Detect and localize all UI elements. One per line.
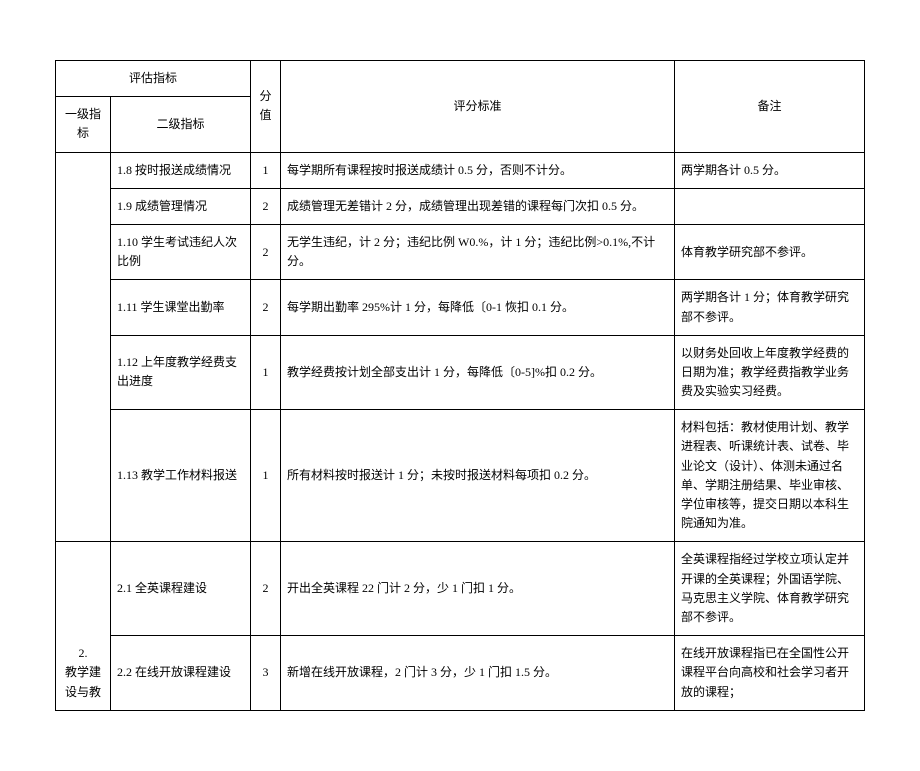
- cell-l2: 1.8 按时报送成绩情况: [111, 152, 251, 188]
- table-row: 2.2 在线开放课程建设 3 新增在线开放课程，2 门计 3 分，少 1 门扣 …: [56, 636, 865, 711]
- cell-score: 1: [251, 152, 281, 188]
- cell-criteria: 教学经费按计划全部支出计 1 分，每降低〔0-5]%扣 0.2 分。: [281, 335, 675, 410]
- cell-l2: 2.1 全英课程建设: [111, 542, 251, 636]
- cell-l1: [56, 152, 111, 542]
- table-body: 1.8 按时报送成绩情况 1 每学期所有课程按时报送成绩计 0.5 分，否则不计…: [56, 152, 865, 710]
- table-row: 1.10 学生考试违纪人次比例 2 无学生违纪，计 2 分；违纪比例 W0.%，…: [56, 224, 865, 279]
- table-row: 2. 教学建设与教 2.1 全英课程建设 2 开出全英课程 22 门计 2 分，…: [56, 542, 865, 636]
- header-score: 分值: [251, 61, 281, 153]
- cell-criteria: 每学期出勤率 295%计 1 分，每降低〔0-1 恢扣 0.1 分。: [281, 280, 675, 335]
- cell-criteria: 成绩管理无差错计 2 分，成绩管理出现差错的课程每门次扣 0.5 分。: [281, 188, 675, 224]
- cell-l2: 1.11 学生课堂出勤率: [111, 280, 251, 335]
- header-level1: 一级指标: [56, 97, 111, 152]
- cell-score: 2: [251, 542, 281, 636]
- cell-score: 1: [251, 410, 281, 542]
- cell-criteria: 每学期所有课程按时报送成绩计 0.5 分，否则不计分。: [281, 152, 675, 188]
- cell-remark: 两学期各计 0.5 分。: [675, 152, 865, 188]
- cell-criteria: 新增在线开放课程，2 门计 3 分，少 1 门扣 1.5 分。: [281, 636, 675, 711]
- cell-l2: 2.2 在线开放课程建设: [111, 636, 251, 711]
- cell-remark: [675, 188, 865, 224]
- cell-criteria: 开出全英课程 22 门计 2 分，少 1 门扣 1 分。: [281, 542, 675, 636]
- cell-remark: 两学期各计 1 分；体育教学研究部不参评。: [675, 280, 865, 335]
- cell-remark: 在线开放课程指已在全国性公开课程平台向高校和社会学习者开放的课程；: [675, 636, 865, 711]
- cell-score: 2: [251, 280, 281, 335]
- cell-criteria: 无学生违纪，计 2 分；违纪比例 W0.%，计 1 分；违纪比例>0.1%,不计…: [281, 224, 675, 279]
- cell-l2: 1.13 教学工作材料报送: [111, 410, 251, 542]
- table-row: 1.8 按时报送成绩情况 1 每学期所有课程按时报送成绩计 0.5 分，否则不计…: [56, 152, 865, 188]
- cell-remark: 以财务处回收上年度教学经费的日期为准；教学经费指教学业务费及实验实习经费。: [675, 335, 865, 410]
- header-metric: 评估指标: [56, 61, 251, 97]
- table-row: 1.13 教学工作材料报送 1 所有材料按时报送计 1 分；未按时报送材料每项扣…: [56, 410, 865, 542]
- table-header: 评估指标 分值 评分标准 备注 一级指标 二级指标: [56, 61, 865, 153]
- cell-l2: 1.9 成绩管理情况: [111, 188, 251, 224]
- evaluation-table: 评估指标 分值 评分标准 备注 一级指标 二级指标 1.8 按时报送成绩情况 1…: [55, 60, 865, 711]
- cell-score: 2: [251, 188, 281, 224]
- cell-remark: 全英课程指经过学校立项认定并开课的全英课程；外国语学院、马克思主义学院、体育教学…: [675, 542, 865, 636]
- table-row: 1.12 上年度教学经费支出进度 1 教学经费按计划全部支出计 1 分，每降低〔…: [56, 335, 865, 410]
- cell-l2: 1.10 学生考试违纪人次比例: [111, 224, 251, 279]
- header-level2: 二级指标: [111, 97, 251, 152]
- cell-remark: 体育教学研究部不参评。: [675, 224, 865, 279]
- table-row: 1.11 学生课堂出勤率 2 每学期出勤率 295%计 1 分，每降低〔0-1 …: [56, 280, 865, 335]
- header-remark: 备注: [675, 61, 865, 153]
- table-row: 1.9 成绩管理情况 2 成绩管理无差错计 2 分，成绩管理出现差错的课程每门次…: [56, 188, 865, 224]
- cell-score: 3: [251, 636, 281, 711]
- cell-l1: 2. 教学建设与教: [56, 542, 111, 710]
- cell-score: 2: [251, 224, 281, 279]
- cell-criteria: 所有材料按时报送计 1 分；未按时报送材料每项扣 0.2 分。: [281, 410, 675, 542]
- cell-remark: 材料包括：教材使用计划、教学进程表、听课统计表、试卷、毕业论文（设计）、体测未通…: [675, 410, 865, 542]
- header-criteria: 评分标准: [281, 61, 675, 153]
- cell-score: 1: [251, 335, 281, 410]
- cell-l2: 1.12 上年度教学经费支出进度: [111, 335, 251, 410]
